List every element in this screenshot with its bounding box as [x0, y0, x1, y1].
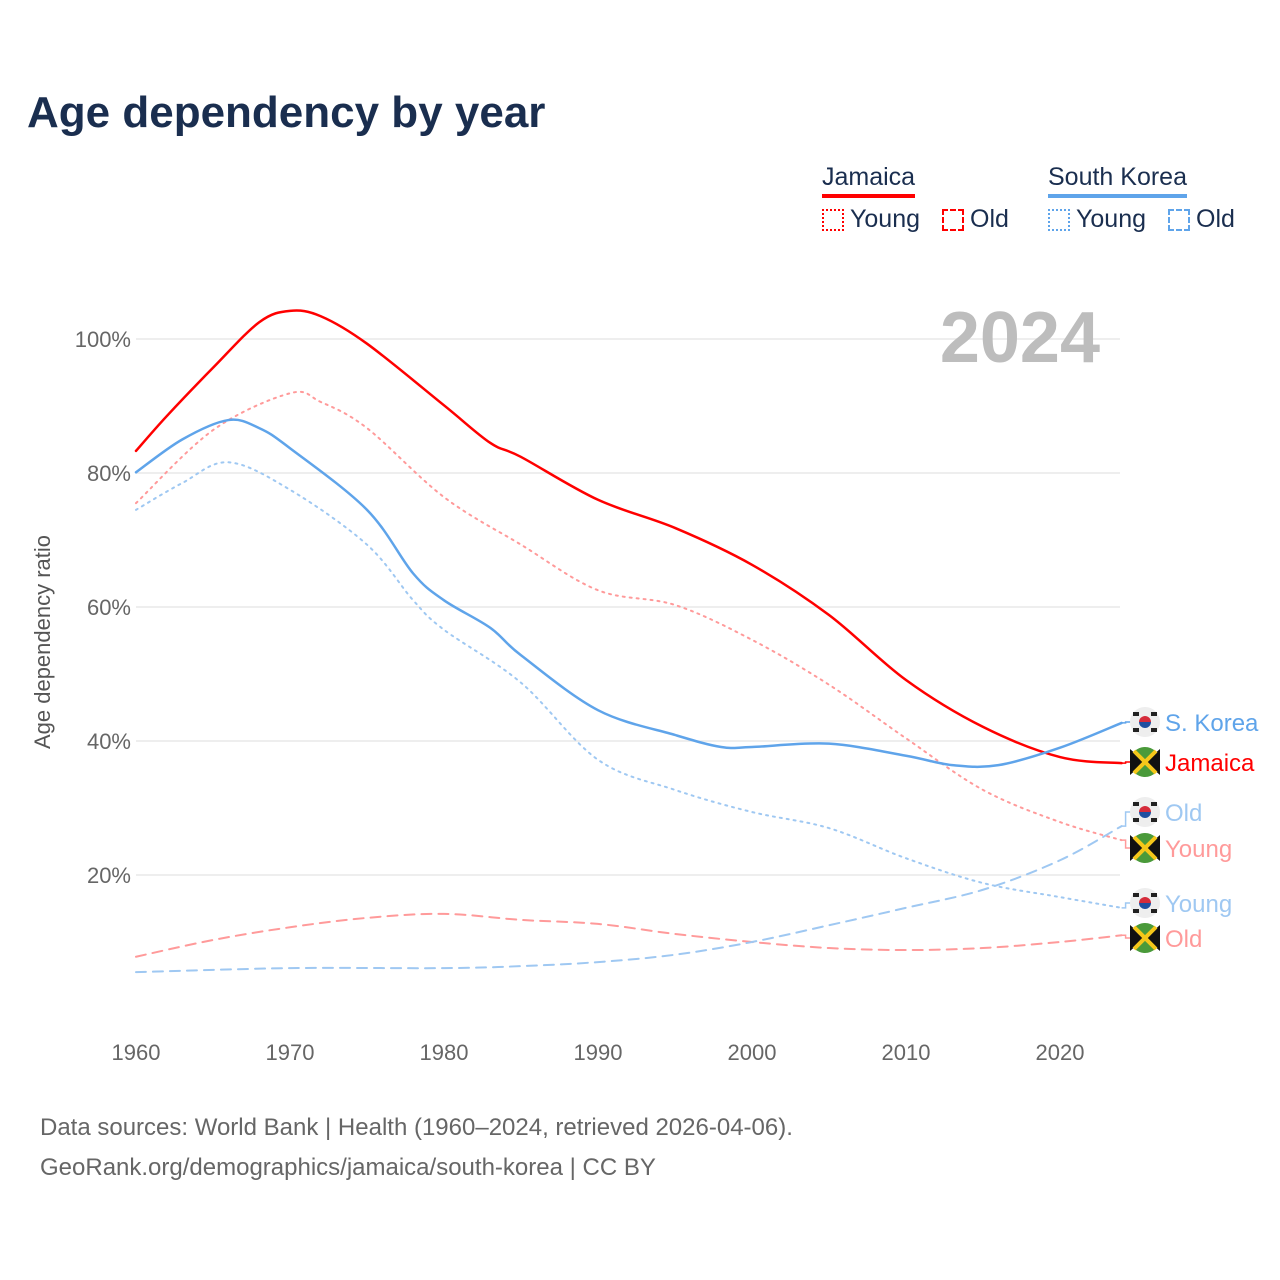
- label-connector: [1121, 761, 1132, 764]
- line-chart: 2024 Age dependency ratio 20% 40% 60% 80% 10…: [30, 298, 1259, 1065]
- dotted-swatch-icon: [1048, 208, 1070, 231]
- series-line-south-korea-old[interactable]: [135, 825, 1123, 974]
- series-line-jamaica-old[interactable]: [135, 912, 1123, 958]
- jamaica-flag-icon: [1130, 747, 1160, 777]
- chart-title: Age dependency by year: [27, 88, 546, 137]
- x-tick-label: 1980: [420, 1040, 469, 1065]
- y-axis-label: Age dependency ratio: [30, 535, 55, 749]
- end-label: Jamaica: [1165, 750, 1255, 777]
- south-korea-flag-icon: [1130, 707, 1160, 737]
- source-note: Data sources: World Bank | Health (1960–…: [40, 1108, 793, 1188]
- label-connector: [1121, 721, 1132, 724]
- end-label: Old: [1165, 926, 1202, 953]
- label-connector: [1121, 934, 1132, 939]
- label-connector: [1121, 839, 1132, 849]
- y-tick-label: 100%: [75, 327, 131, 352]
- series-line-south-korea[interactable]: [134, 418, 1123, 769]
- series-line-south-korea-young[interactable]: [135, 461, 1123, 909]
- legend-jamaica[interactable]: Jamaica: [822, 163, 916, 198]
- label-connector: [1121, 811, 1132, 827]
- source-url[interactable]: GeoRank.org/demographics/jamaica/south-k…: [40, 1154, 656, 1181]
- end-label: Young: [1165, 891, 1232, 918]
- legend-label: Old: [1196, 205, 1235, 233]
- series-line-jamaica[interactable]: [134, 309, 1123, 765]
- dashed-swatch-icon: [1168, 208, 1190, 231]
- y-tick-label: 20%: [87, 863, 131, 888]
- x-tick-label: 2010: [882, 1040, 931, 1065]
- series-line-jamaica-young[interactable]: [135, 390, 1123, 842]
- x-tick-label: 1990: [574, 1040, 623, 1065]
- south-korea-flag-icon: [1130, 888, 1160, 918]
- jamaica-flag-icon: [1130, 923, 1160, 953]
- legend-korea-old[interactable]: Old: [1168, 205, 1235, 234]
- legend-label: Young: [1076, 205, 1146, 233]
- legend-jamaica-young[interactable]: Young: [822, 205, 920, 234]
- x-tick-label: 2020: [1036, 1040, 1085, 1065]
- legend-korea-young[interactable]: Young: [1048, 205, 1146, 234]
- x-tick-label: 2000: [728, 1040, 777, 1065]
- gridlines: [136, 338, 1120, 876]
- legend-label: Young: [850, 205, 920, 233]
- label-connector: [1121, 902, 1132, 909]
- source-line-1: Data sources: World Bank | Health (1960–…: [40, 1114, 793, 1141]
- dotted-swatch-icon: [822, 208, 844, 231]
- south-korea-flag-icon: [1130, 797, 1160, 827]
- dashed-swatch-icon: [942, 208, 964, 231]
- x-tick-label: 1960: [112, 1040, 161, 1065]
- end-label: Old: [1165, 800, 1202, 827]
- legend-jamaica-old[interactable]: Old: [942, 205, 1009, 234]
- end-label: Young: [1165, 836, 1232, 863]
- legend-label: Old: [970, 205, 1009, 233]
- y-tick-label: 40%: [87, 729, 131, 754]
- year-watermark: 2024: [940, 298, 1100, 378]
- legend-south-korea[interactable]: South Korea: [1048, 163, 1187, 198]
- jamaica-flag-icon: [1130, 833, 1160, 863]
- x-tick-label: 1970: [266, 1040, 315, 1065]
- y-tick-label: 80%: [87, 461, 131, 486]
- y-tick-label: 60%: [87, 595, 131, 620]
- end-label: S. Korea: [1165, 710, 1259, 737]
